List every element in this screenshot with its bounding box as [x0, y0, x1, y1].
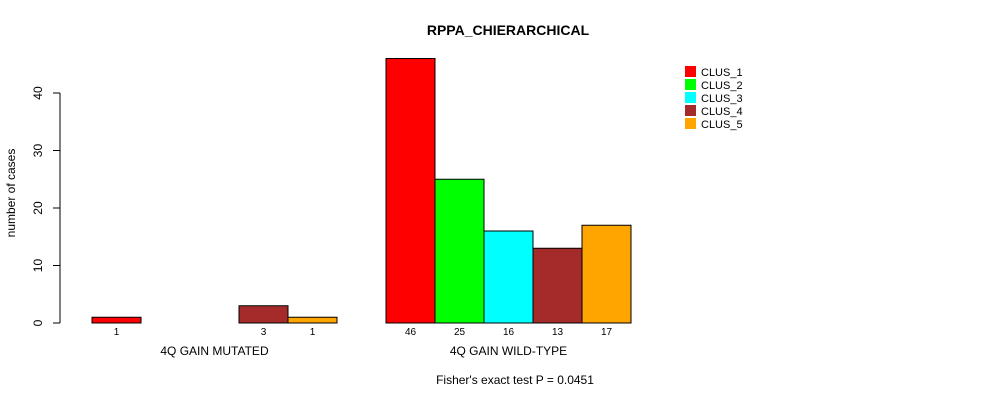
bar-value-label: 3 — [261, 327, 267, 338]
bar-value-label: 1 — [310, 327, 316, 338]
legend-label-clus-4: CLUS_4 — [701, 106, 743, 118]
legend-swatch-clus-3 — [685, 92, 696, 103]
group-labels: 4Q GAIN MUTATED 4Q GAIN WILD-TYPE — [160, 344, 567, 358]
fisher-test-footnote: Fisher's exact test P = 0.0451 — [436, 373, 594, 387]
bar-clus-4-group-1 — [238, 305, 289, 324]
bar-clus-5-group-1 — [287, 316, 338, 324]
legend-swatch-clus-5 — [685, 118, 696, 129]
y-tick-label: 0 — [31, 319, 45, 326]
y-tick-label: 30 — [31, 144, 45, 158]
y-tick-label: 10 — [31, 259, 45, 273]
bar-clus-5-group-2 — [581, 224, 632, 324]
legend-label-clus-5: CLUS_5 — [701, 119, 743, 131]
bar-clus-1-group-2 — [385, 58, 436, 324]
y-tick-label: 20 — [31, 201, 45, 215]
y-axis-label: number of cases — [4, 149, 18, 238]
chart-title: RPPA_CHIERARCHICAL — [427, 22, 590, 38]
legend-label-clus-3: CLUS_3 — [701, 93, 743, 105]
y-tick-label: 40 — [31, 86, 45, 100]
group-label-1: 4Q GAIN MUTATED — [160, 344, 269, 358]
bar-clus-4-group-2 — [532, 247, 583, 324]
legend-swatch-clus-1 — [685, 66, 696, 77]
legend-label-clus-2: CLUS_2 — [701, 80, 743, 92]
y-axis: 0 10 20 30 40 — [31, 86, 61, 326]
bar-clus-2-group-2 — [434, 178, 485, 324]
bars: 1 3 1 46 25 16 13 17 — [91, 58, 632, 338]
legend-swatch-clus-2 — [685, 79, 696, 90]
bar-clus-1-group-1 — [91, 316, 142, 324]
bar-value-label: 46 — [405, 327, 417, 338]
bar-value-label: 13 — [552, 327, 564, 338]
bar-value-label: 1 — [114, 327, 120, 338]
group-label-2: 4Q GAIN WILD-TYPE — [450, 344, 567, 358]
legend-label-clus-1: CLUS_1 — [701, 67, 743, 79]
bar-value-label: 25 — [454, 327, 466, 338]
bar-clus-3-group-2 — [483, 230, 534, 324]
bar-value-label: 16 — [503, 327, 515, 338]
legend-swatch-clus-4 — [685, 105, 696, 116]
bar-value-label: 17 — [601, 327, 613, 338]
